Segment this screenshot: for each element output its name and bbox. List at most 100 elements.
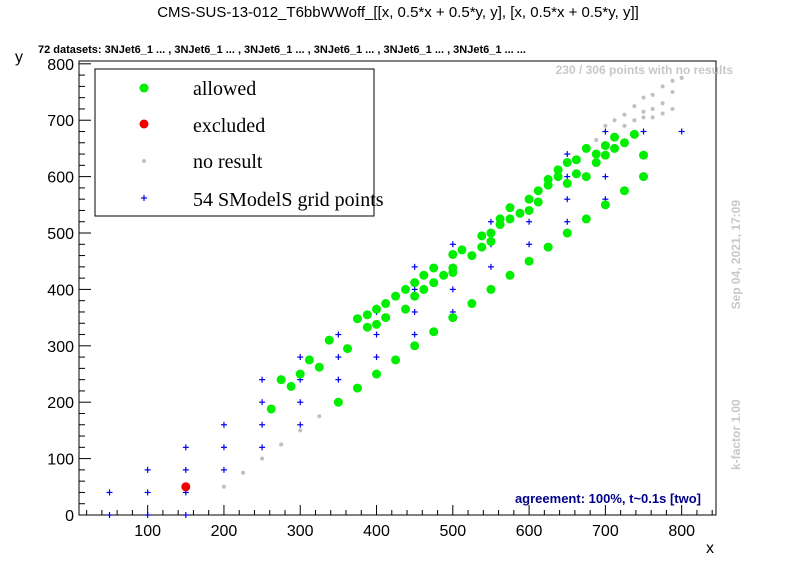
- grid-point: [640, 128, 647, 135]
- x-tick-label: 800: [668, 523, 695, 540]
- allowed-point: [486, 284, 496, 294]
- chart-subtitle: 72 datasets: 3NJet6_1 ... , 3NJet6_1 ...…: [38, 44, 526, 56]
- no-result-point: [298, 428, 303, 433]
- grid-point: [411, 308, 418, 315]
- no-result-point: [317, 414, 322, 419]
- x-tick-label: 300: [287, 523, 314, 540]
- allowed-point: [286, 381, 296, 391]
- allowed-point: [562, 228, 572, 238]
- plot-frame: [78, 60, 717, 516]
- grid-point: [297, 399, 304, 406]
- allowed-point: [467, 299, 477, 309]
- allowed-point: [581, 172, 591, 182]
- grid-point: [564, 218, 571, 225]
- y-tick-label: 800: [47, 57, 74, 74]
- no-result-point: [679, 75, 684, 80]
- y-tick-label: 100: [47, 452, 74, 469]
- allowed-point: [324, 335, 334, 345]
- allowed-point: [610, 132, 620, 142]
- allowed-point: [562, 178, 572, 188]
- y-tick-label: 300: [47, 339, 74, 356]
- allowed-point: [419, 284, 429, 294]
- grid-point: [411, 263, 418, 270]
- no-result-point: [603, 123, 608, 128]
- no-result-point: [650, 106, 655, 111]
- allowed-point: [477, 242, 487, 252]
- no-result-point: [670, 90, 675, 95]
- allowed-point: [372, 304, 382, 314]
- allowed-point: [524, 194, 534, 204]
- grid-point: [259, 376, 266, 383]
- x-tick-label: 500: [439, 523, 466, 540]
- allowed-point: [448, 267, 458, 277]
- grid-point: [602, 173, 609, 180]
- x-tick-label: 700: [592, 523, 619, 540]
- grid-point: [449, 286, 456, 293]
- grid-point: [411, 286, 418, 293]
- legend-no-result-label: no result: [193, 151, 263, 173]
- allowed-point: [486, 236, 496, 246]
- allowed-point: [352, 383, 362, 393]
- grid-point: [106, 489, 113, 496]
- no-result-point: [660, 111, 665, 116]
- allowed-point: [372, 369, 382, 379]
- excluded-point: [181, 482, 191, 492]
- grid-point: [259, 399, 266, 406]
- grid-point: [259, 444, 266, 451]
- grid-point: [182, 512, 189, 518]
- timestamp: Sep 04, 2021, 17:09: [729, 200, 743, 310]
- allowed-point: [495, 220, 505, 230]
- allowed-point: [391, 355, 401, 365]
- grid-point: [487, 263, 494, 270]
- grid-point: [220, 466, 227, 473]
- grid-point: [335, 354, 342, 361]
- data-points: [106, 75, 685, 518]
- grid-point: [144, 512, 151, 518]
- allowed-point: [610, 143, 620, 153]
- allowed-point: [600, 150, 610, 160]
- no-result-point: [641, 109, 646, 114]
- legend: allowed excluded no result 54 SModelS gr…: [94, 68, 384, 217]
- allowed-point: [457, 245, 467, 255]
- no-result-point: [622, 123, 627, 128]
- agreement-note: agreement: 100%, t~0.1s [two]: [515, 491, 701, 506]
- no-result-point: [622, 112, 627, 117]
- allowed-point: [505, 270, 515, 280]
- allowed-point: [295, 369, 305, 379]
- no-result-point: [279, 442, 284, 447]
- legend-allowed-label: allowed: [193, 78, 256, 100]
- allowed-point: [515, 208, 525, 218]
- allowed-point: [410, 278, 420, 288]
- allowed-point: [486, 228, 496, 238]
- grid-point: [144, 466, 151, 473]
- no-result-point: [670, 78, 675, 83]
- allowed-point: [543, 180, 553, 190]
- allowed-point: [333, 397, 343, 407]
- tick-labels: 100 200 300 400 500 600 700 800 0 100 200 300 400 500…: [47, 57, 695, 540]
- grid-point: [373, 354, 380, 361]
- no-result-point: [650, 115, 655, 120]
- allowed-point: [429, 327, 439, 337]
- grid-point: [220, 421, 227, 428]
- allowed-point: [429, 263, 439, 273]
- allowed-point: [505, 203, 515, 213]
- allowed-point: [429, 278, 439, 288]
- allowed-point: [381, 299, 391, 309]
- no-result-point: [221, 484, 226, 489]
- allowed-point: [543, 242, 553, 252]
- y-tick-label: 0: [65, 508, 74, 525]
- grid-point: [297, 354, 304, 361]
- no-result-point: [641, 95, 646, 100]
- no-result-point: [632, 104, 637, 109]
- allowed-point: [401, 284, 411, 294]
- legend-grid-points-marker: [141, 195, 147, 201]
- y-tick-label: 700: [47, 113, 74, 130]
- no-result-point: [241, 470, 246, 475]
- grid-point: [335, 331, 342, 338]
- allowed-point: [343, 344, 353, 354]
- legend-no-result-marker: [142, 159, 146, 163]
- grid-point: [487, 218, 494, 225]
- grid-point: [182, 466, 189, 473]
- no-result-point: [641, 115, 646, 120]
